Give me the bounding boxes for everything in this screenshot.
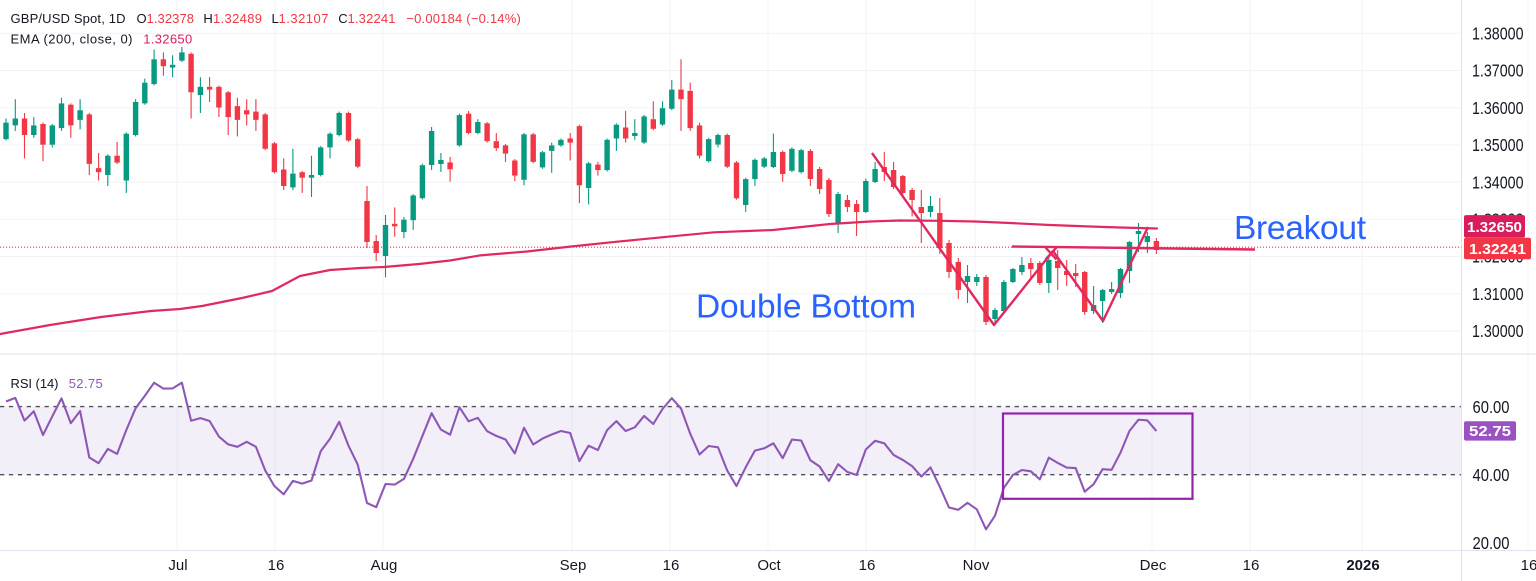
svg-text:1.37000: 1.37000 [1472,61,1524,81]
svg-text:H: H [203,11,212,26]
svg-text:16: 16 [1243,557,1260,574]
svg-text:Sep: Sep [560,557,587,574]
svg-text:Nov: Nov [963,557,990,574]
svg-text:2026: 2026 [1346,557,1379,574]
svg-text:Double Bottom: Double Bottom [696,289,916,326]
svg-text:1.32489: 1.32489 [213,11,262,26]
svg-text:1.30000: 1.30000 [1472,321,1524,341]
svg-text:1.32241: 1.32241 [1469,241,1526,258]
svg-text:1.32107: 1.32107 [279,11,329,26]
svg-text:16: 16 [663,557,680,574]
svg-text:16: 16 [1521,557,1536,574]
svg-text:16: 16 [268,557,285,574]
svg-text:1.38000: 1.38000 [1472,24,1524,44]
svg-text:1.31000: 1.31000 [1472,284,1524,304]
svg-text:RSI (14): RSI (14) [11,376,59,391]
svg-text:52.75: 52.75 [69,376,103,391]
svg-text:Aug: Aug [371,557,398,574]
svg-text:16: 16 [859,557,876,574]
svg-text:O: O [137,11,147,26]
svg-text:1.32650: 1.32650 [1467,219,1522,236]
svg-text:1.36000: 1.36000 [1472,98,1524,118]
svg-text:1.34000: 1.34000 [1472,172,1524,192]
svg-text:Breakout: Breakout [1234,210,1367,247]
svg-text:1.32378: 1.32378 [147,11,195,26]
svg-text:52.75: 52.75 [1469,424,1511,440]
svg-text:Oct: Oct [757,557,781,574]
svg-text:−0.00184 (−0.14%): −0.00184 (−0.14%) [406,11,521,26]
svg-text:GBP/USD Spot, 1D: GBP/USD Spot, 1D [11,11,126,26]
svg-text:40.00: 40.00 [1473,465,1510,485]
svg-text:60.00: 60.00 [1473,397,1510,417]
svg-text:1.32650: 1.32650 [143,32,192,47]
svg-text:1.32241: 1.32241 [348,11,396,26]
svg-text:EMA (200, close, 0): EMA (200, close, 0) [11,32,133,47]
svg-text:20.00: 20.00 [1473,533,1510,553]
svg-text:Dec: Dec [1140,557,1167,574]
svg-text:1.35000: 1.35000 [1472,135,1524,155]
svg-text:C: C [338,11,347,26]
svg-text:Jul: Jul [168,557,187,574]
svg-text:L: L [272,11,279,26]
